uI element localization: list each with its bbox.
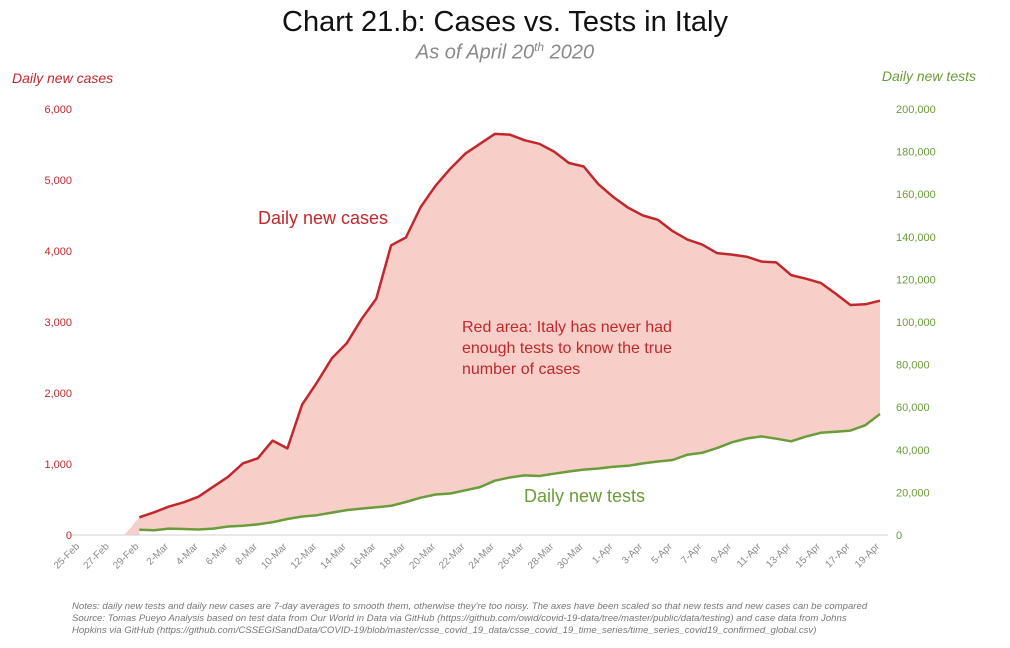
subtitle-main: As of April 20 bbox=[415, 41, 535, 64]
annotation-tests-label: Daily new tests bbox=[524, 486, 645, 506]
y-tick-label-right: 80,000 bbox=[896, 360, 930, 372]
x-tick-label: 19-Apr bbox=[853, 541, 882, 570]
x-tick-label: 15-Apr bbox=[794, 541, 823, 570]
chart-subtitle: As of April 20th 2020 bbox=[0, 40, 1010, 65]
x-tick-label: 10-Mar bbox=[259, 541, 290, 572]
x-tick-label: 13-Apr bbox=[764, 541, 793, 570]
x-tick-label: 11-Apr bbox=[735, 541, 764, 570]
source-line-2: Hopkins via GitHub (https://github.com/C… bbox=[72, 625, 817, 636]
x-tick-label: 20-Mar bbox=[408, 541, 439, 572]
y-tick-label-left: 0 bbox=[66, 530, 72, 542]
y-tick-label-right: 140,000 bbox=[896, 232, 936, 244]
series-line-daily-new-tests bbox=[139, 413, 881, 532]
x-tick-label: 7-Apr bbox=[679, 541, 705, 567]
series-line-daily-new-cases bbox=[138, 132, 881, 519]
x-tick-label: 16-Mar bbox=[348, 541, 379, 572]
annotation-red-area-line: Red area: Italy has never had bbox=[462, 319, 672, 336]
x-tick-label: 2-Mar bbox=[145, 541, 172, 568]
x-tick-label: 5-Apr bbox=[650, 541, 676, 567]
y-axis-right-title: Daily new tests bbox=[881, 68, 976, 84]
y-tick-label-left: 3,000 bbox=[44, 317, 72, 329]
annotation-cases-label: Daily new cases bbox=[258, 208, 388, 228]
y-tick-label-right: 100,000 bbox=[896, 317, 936, 329]
y-tick-label-left: 6,000 bbox=[44, 104, 72, 116]
notes-line: Notes: daily new tests and daily new cas… bbox=[72, 601, 868, 612]
y-tick-label-left: 5,000 bbox=[44, 175, 72, 187]
y-tick-label-right: 200,000 bbox=[896, 104, 936, 116]
y-tick-label-right: 60,000 bbox=[896, 402, 930, 414]
gap-area bbox=[124, 133, 880, 535]
chart-plot: 0 1,000 2,000 3,000 4,000 5,000 6,000 0 20,000 40… bbox=[44, 104, 936, 572]
y-tick-label-left: 2,000 bbox=[44, 388, 72, 400]
x-tick-label: 22-Mar bbox=[437, 541, 468, 572]
x-tick-label: 27-Feb bbox=[82, 541, 112, 571]
source-line: Source: Tomas Pueyo Analysis based on te… bbox=[72, 613, 847, 624]
x-tick-label: 1-Apr bbox=[590, 541, 616, 567]
annotation-red-area-line: number of cases bbox=[462, 361, 580, 378]
x-tick-label: 28-Mar bbox=[526, 541, 557, 572]
x-tick-label: 17-Apr bbox=[823, 541, 852, 570]
y-tick-label-right: 160,000 bbox=[896, 189, 936, 201]
x-tick-label: 30-Mar bbox=[556, 541, 587, 572]
x-tick-label: 26-Mar bbox=[496, 541, 527, 572]
subtitle-year: 2020 bbox=[544, 41, 595, 64]
chart-notes: Notes: daily new tests and daily new cas… bbox=[72, 601, 972, 637]
x-tick-label: 29-Feb bbox=[111, 541, 141, 571]
x-tick-label: 8-Mar bbox=[234, 541, 261, 568]
y-tick-label-left: 4,000 bbox=[44, 246, 72, 258]
subtitle-sup: th bbox=[534, 40, 545, 54]
annotation-red-area-line: enough tests to know the true bbox=[462, 340, 672, 357]
x-tick-label: 14-Mar bbox=[319, 541, 350, 572]
chart-title: Chart 21.b: Cases vs. Tests in Italy bbox=[282, 6, 728, 38]
x-tick-label: 18-Mar bbox=[378, 541, 409, 572]
y-tick-label-right: 120,000 bbox=[896, 274, 936, 286]
y-tick-label-right: 0 bbox=[896, 530, 902, 542]
x-tick-label: 3-Apr bbox=[620, 541, 646, 567]
y-axis-left-title: Daily new cases bbox=[12, 70, 114, 86]
y-tick-label-left: 1,000 bbox=[44, 459, 72, 471]
y-tick-label-right: 20,000 bbox=[896, 487, 930, 499]
x-tick-label: 6-Mar bbox=[204, 541, 231, 568]
x-tick-label: 9-Apr bbox=[709, 541, 735, 567]
x-tick-label: 4-Mar bbox=[174, 541, 201, 568]
y-tick-label-right: 40,000 bbox=[896, 445, 930, 457]
y-tick-label-right: 180,000 bbox=[896, 147, 936, 159]
x-tick-label: 25-Feb bbox=[52, 541, 82, 571]
x-tick-label: 24-Mar bbox=[467, 541, 498, 572]
x-tick-label: 12-Mar bbox=[289, 541, 320, 572]
